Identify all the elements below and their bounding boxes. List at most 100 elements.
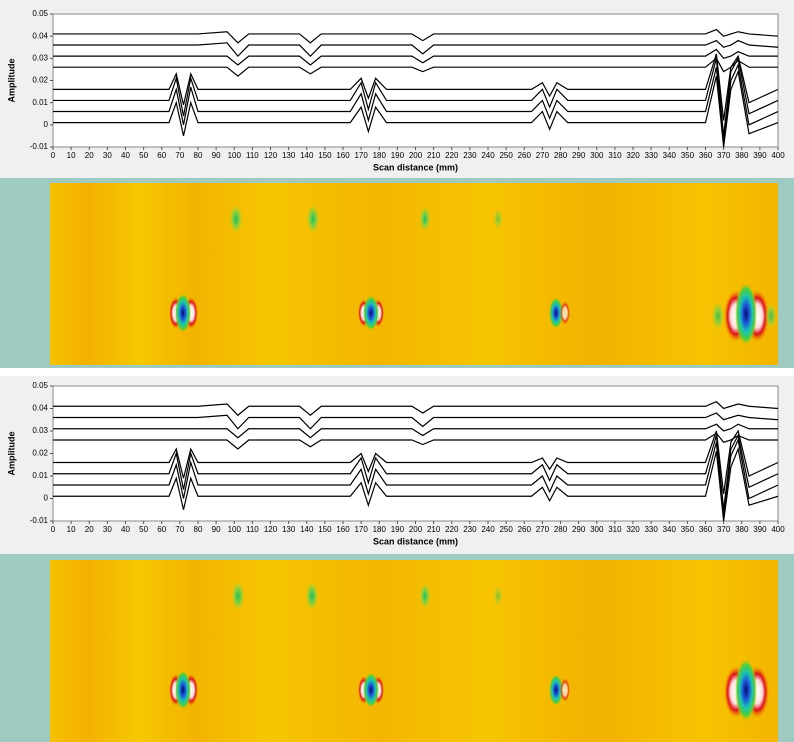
x-tick-label: 70 xyxy=(175,151,184,160)
y-tick-label: -0.01 xyxy=(30,142,49,151)
x-tick-label: 300 xyxy=(590,525,604,534)
x-tick-label: 20 xyxy=(85,525,94,534)
x-tick-label: 210 xyxy=(427,151,441,160)
x-tick-label: 160 xyxy=(336,525,350,534)
x-tick-label: 10 xyxy=(67,151,76,160)
screenshot: -0.0100.010.020.030.040.0501020304050607… xyxy=(0,0,794,742)
x-tick-label: 20 xyxy=(85,151,94,160)
y-axis-title: Amplitude xyxy=(6,432,16,476)
x-tick-label: 30 xyxy=(103,151,112,160)
x-tick-label: 220 xyxy=(445,525,459,534)
x-tick-label: 400 xyxy=(771,151,785,160)
x-tick-label: 100 xyxy=(228,525,242,534)
x-tick-label: 130 xyxy=(282,525,296,534)
x-tick-label: 320 xyxy=(626,525,640,534)
x-tick-label: 10 xyxy=(67,525,76,534)
y-tick-label: 0.02 xyxy=(32,76,48,85)
x-tick-label: 40 xyxy=(121,525,130,534)
x-tick-label: 220 xyxy=(445,151,459,160)
x-tick-label: 280 xyxy=(554,151,568,160)
y-tick-label: 0 xyxy=(44,120,49,129)
x-tick-label: 300 xyxy=(590,151,604,160)
x-tick-label: 380 xyxy=(735,525,749,534)
y-tick-label: 0.04 xyxy=(32,404,48,413)
x-tick-label: 90 xyxy=(212,151,221,160)
y-tick-label: 0.01 xyxy=(32,98,48,107)
x-tick-label: 350 xyxy=(681,525,695,534)
x-tick-label: 30 xyxy=(103,525,112,534)
x-tick-label: 140 xyxy=(300,525,314,534)
x-tick-label: 160 xyxy=(336,151,350,160)
x-tick-label: 0 xyxy=(51,525,56,534)
x-tick-label: 310 xyxy=(608,151,622,160)
y-axis-title: Amplitude xyxy=(6,59,16,103)
x-tick-label: 320 xyxy=(626,151,640,160)
y-tick-label: 0.05 xyxy=(32,381,48,390)
x-tick-label: 240 xyxy=(481,151,495,160)
x-tick-label: 80 xyxy=(194,525,203,534)
x-tick-label: 70 xyxy=(175,525,184,534)
x-tick-label: 190 xyxy=(391,525,405,534)
x-tick-label: 370 xyxy=(717,525,731,534)
x-tick-label: 290 xyxy=(572,525,586,534)
x-tick-label: 80 xyxy=(194,151,203,160)
x-tick-label: 340 xyxy=(663,525,677,534)
x-tick-label: 190 xyxy=(391,151,405,160)
x-tick-label: 120 xyxy=(264,151,278,160)
y-tick-label: 0.03 xyxy=(32,426,48,435)
x-tick-label: 230 xyxy=(463,151,477,160)
x-tick-label: 90 xyxy=(212,525,221,534)
x-tick-label: 50 xyxy=(139,525,148,534)
y-tick-label: 0.02 xyxy=(32,449,48,458)
heatmap xyxy=(50,183,778,365)
x-tick-label: 200 xyxy=(409,525,423,534)
x-tick-label: 370 xyxy=(717,151,731,160)
x-tick-label: 110 xyxy=(246,525,259,534)
x-tick-label: 170 xyxy=(354,151,368,160)
x-tick-label: 110 xyxy=(246,151,259,160)
x-tick-label: 260 xyxy=(518,525,532,534)
x-tick-label: 350 xyxy=(681,151,695,160)
x-tick-label: 180 xyxy=(373,151,387,160)
x-tick-label: 380 xyxy=(735,151,749,160)
x-tick-label: 50 xyxy=(139,151,148,160)
x-tick-label: 330 xyxy=(644,525,658,534)
x-tick-label: 170 xyxy=(354,525,368,534)
x-tick-label: 120 xyxy=(264,525,278,534)
x-tick-label: 390 xyxy=(753,151,767,160)
y-tick-label: 0.03 xyxy=(32,53,48,62)
x-tick-label: 40 xyxy=(121,151,130,160)
x-tick-label: 100 xyxy=(228,151,242,160)
x-axis-title: Scan distance (mm) xyxy=(373,162,458,172)
heatmap xyxy=(50,560,778,742)
y-tick-label: -0.01 xyxy=(30,516,49,525)
x-tick-label: 340 xyxy=(663,151,677,160)
x-tick-label: 60 xyxy=(157,525,166,534)
x-tick-label: 0 xyxy=(51,151,56,160)
x-tick-label: 180 xyxy=(373,525,387,534)
x-tick-label: 250 xyxy=(499,525,513,534)
x-tick-label: 260 xyxy=(518,151,532,160)
x-tick-label: 150 xyxy=(318,525,332,534)
x-tick-label: 400 xyxy=(771,525,785,534)
x-tick-label: 310 xyxy=(608,525,622,534)
x-tick-label: 270 xyxy=(536,151,550,160)
x-tick-label: 270 xyxy=(536,525,550,534)
y-tick-label: 0.05 xyxy=(32,9,48,18)
y-tick-label: 0.01 xyxy=(32,471,48,480)
x-tick-label: 360 xyxy=(699,151,713,160)
x-tick-label: 150 xyxy=(318,151,332,160)
x-axis-title: Scan distance (mm) xyxy=(373,536,458,546)
x-tick-label: 250 xyxy=(499,151,513,160)
y-tick-label: 0.04 xyxy=(32,31,48,40)
y-tick-label: 0 xyxy=(44,494,49,503)
x-tick-label: 60 xyxy=(157,151,166,160)
x-tick-label: 140 xyxy=(300,151,314,160)
x-tick-label: 200 xyxy=(409,151,423,160)
x-tick-label: 230 xyxy=(463,525,477,534)
x-tick-label: 210 xyxy=(427,525,441,534)
x-tick-label: 360 xyxy=(699,525,713,534)
x-tick-label: 130 xyxy=(282,151,296,160)
x-tick-label: 390 xyxy=(753,525,767,534)
x-tick-label: 240 xyxy=(481,525,495,534)
